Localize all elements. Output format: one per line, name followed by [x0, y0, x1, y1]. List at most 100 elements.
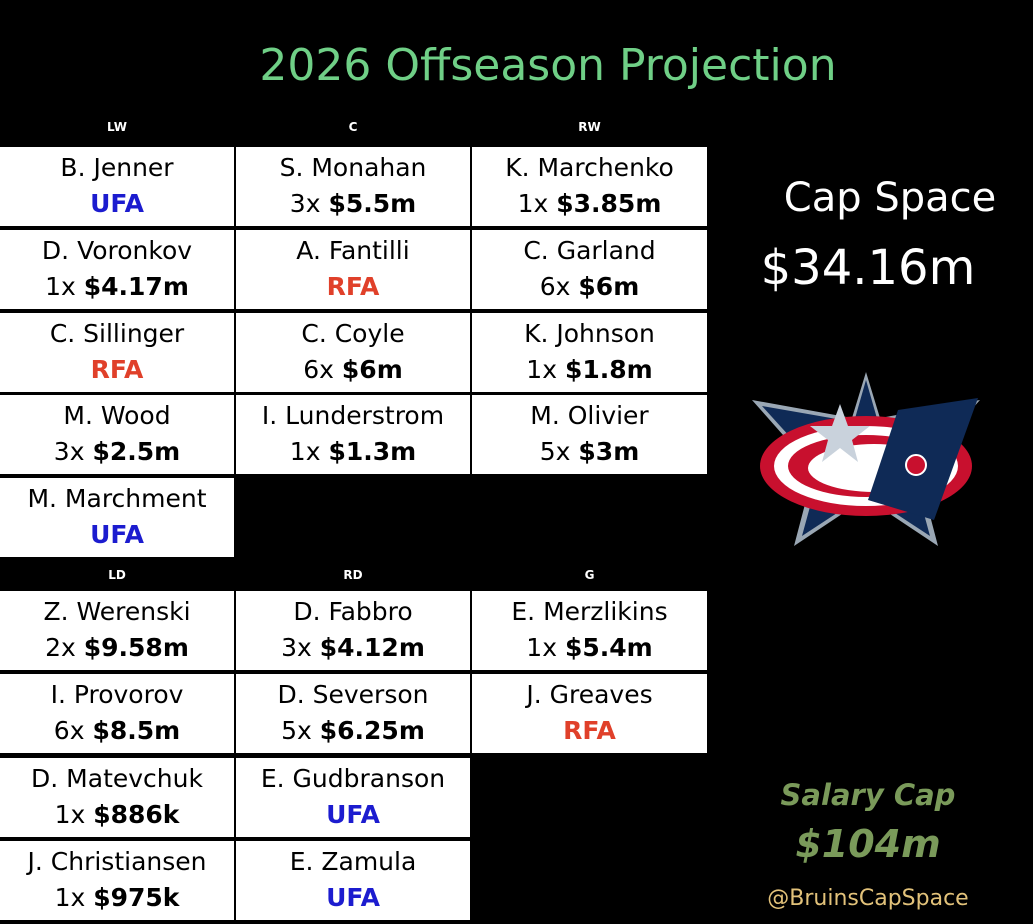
contract: 1x $1.8m [472, 352, 707, 388]
contract: 1x $1.3m [236, 434, 470, 470]
player-name: C. Sillinger [49, 318, 185, 348]
amount: $4.12m [319, 633, 425, 662]
contract: RFA [236, 269, 470, 305]
player-name: M. Wood [63, 401, 171, 431]
amount: $3m [578, 437, 640, 467]
years: 5x [539, 437, 571, 467]
status: UFA [326, 799, 380, 829]
player-cell: I. Lunderstrom 1x $1.3m [236, 395, 470, 475]
player-name: C. Garland [523, 235, 656, 265]
position-header: C [348, 120, 358, 134]
player-name: M. Marchment [27, 484, 207, 513]
player-name: E. Merzlikins [511, 597, 668, 626]
status: RFA [90, 354, 144, 384]
player-cell: M. Marchment UFA [0, 478, 234, 557]
years: 1x [45, 271, 76, 301]
player-cell: J. Greaves RFA [472, 674, 707, 754]
amount: $975k [93, 882, 180, 912]
contract: UFA [236, 880, 470, 916]
player-name: J. Greaves [526, 680, 653, 710]
amount: $5.4m [564, 633, 653, 662]
years: 6x [303, 354, 334, 384]
years: 1x [526, 354, 557, 384]
years: 1x [54, 799, 86, 829]
player-name: D. Fabbro [293, 597, 413, 626]
player-name: Z. Werenski [43, 597, 191, 626]
player-cell: K. Johnson 1x $1.8m [472, 312, 707, 392]
player-name: D. Matevchuk [31, 763, 203, 793]
amount: $6m [341, 354, 403, 384]
years: 2x [45, 633, 76, 662]
contract: 5x $6.25m [236, 713, 470, 749]
player-name: D. Voronkov [41, 235, 193, 265]
contract: UFA [0, 186, 234, 222]
player-cell: K. Marchenko 1x $3.85m [472, 147, 707, 226]
player-cell: D. Fabbro 3x $4.12m [236, 591, 470, 670]
contract: 6x $6m [472, 269, 707, 305]
years: 3x [281, 633, 312, 662]
position-header: LW [107, 120, 127, 134]
position-header: RD [343, 568, 363, 582]
contract: UFA [0, 517, 234, 553]
player-cell: E. Zamula UFA [236, 840, 470, 920]
contract: 5x $3m [472, 434, 707, 470]
player-name: D. Severson [277, 680, 429, 710]
status: UFA [90, 189, 144, 218]
salary-cap-label: Salary Cap [780, 778, 956, 812]
player-cell: I. Provorov 6x $8.5m [0, 674, 234, 754]
player-cell: J. Christiansen 1x $975k [0, 840, 234, 920]
player-cell: C. Coyle 6x $6m [236, 312, 470, 392]
amount: $1.8m [564, 354, 653, 384]
player-name: B. Jenner [60, 153, 174, 182]
cap-space-value: $34.16m [760, 240, 976, 296]
credit: @BruinsCapSpace [767, 886, 969, 911]
amount: $8.5m [92, 716, 181, 746]
contract: 1x $5.4m [472, 630, 707, 666]
player-name: E. Zamula [289, 846, 417, 876]
position-header: RW [578, 120, 601, 134]
contract: RFA [0, 352, 234, 388]
player-cell: A. Fantilli RFA [236, 229, 470, 309]
player-cell: E. Gudbranson UFA [236, 757, 470, 837]
player-cell: D. Severson 5x $6.25m [236, 674, 470, 754]
contract: RFA [472, 713, 707, 749]
amount: $9.58m [83, 633, 189, 662]
amount: $2.5m [92, 437, 181, 467]
contract: 3x $2.5m [0, 434, 234, 470]
years: 5x [281, 716, 312, 746]
contract: 6x $8.5m [0, 713, 234, 749]
player-name: E. Gudbranson [260, 763, 446, 793]
player-cell: C. Garland 6x $6m [472, 229, 707, 309]
contract: 6x $6m [236, 352, 470, 388]
player-name: S. Monahan [279, 153, 427, 182]
amount: $3.85m [556, 189, 662, 218]
player-cell: M. Olivier 5x $3m [472, 395, 707, 475]
contract: 1x $975k [0, 880, 234, 916]
player-name: K. Marchenko [505, 153, 674, 182]
amount: $886k [93, 799, 180, 829]
amount: $6.25m [319, 716, 425, 746]
years: 6x [53, 716, 85, 746]
status: RFA [563, 716, 616, 746]
cap-space-label: Cap Space [783, 175, 997, 221]
amount: $1.3m [328, 437, 417, 467]
player-name: J. Christiansen [27, 846, 207, 876]
player-cell: D. Voronkov 1x $4.17m [0, 229, 234, 309]
player-name: I. Lunderstrom [261, 401, 445, 431]
player-name: A. Fantilli [296, 235, 410, 265]
contract: 1x $4.17m [0, 269, 234, 305]
player-name: I. Provorov [50, 680, 184, 710]
contract: 1x $886k [0, 797, 234, 833]
salary-cap-value: $104m [795, 822, 941, 866]
position-header: LD [108, 568, 126, 582]
contract: UFA [236, 797, 470, 833]
years: 1x [517, 189, 549, 218]
player-cell: M. Wood 3x $2.5m [0, 395, 234, 475]
years: 1x [526, 633, 557, 662]
player-cell: B. Jenner UFA [0, 147, 234, 226]
title: 2026 Offseason Projection [259, 40, 837, 91]
contract: 3x $4.12m [236, 630, 470, 666]
amount: $4.17m [83, 271, 189, 301]
years: 1x [289, 437, 321, 467]
